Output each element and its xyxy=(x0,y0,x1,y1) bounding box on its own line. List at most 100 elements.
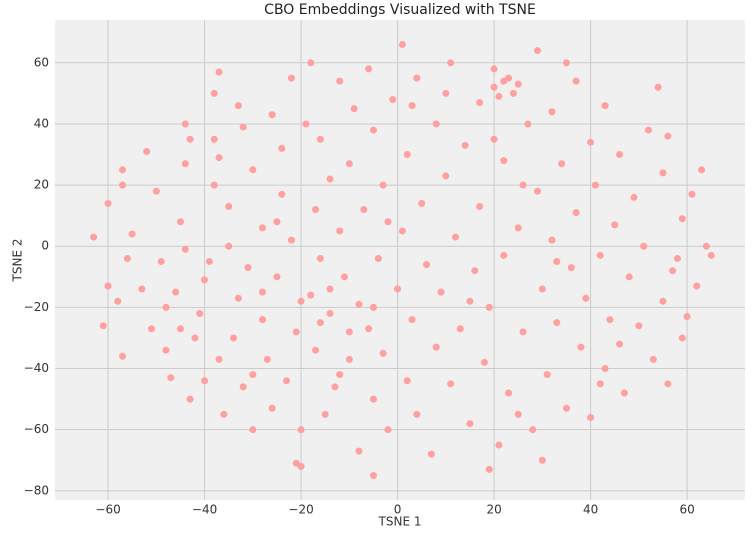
point xyxy=(707,251,715,259)
x-tick-label: 60 xyxy=(679,503,694,517)
point xyxy=(601,102,609,110)
point xyxy=(341,273,349,281)
point xyxy=(234,294,242,302)
point xyxy=(365,325,373,333)
point xyxy=(263,355,271,363)
point xyxy=(408,102,416,110)
y-tick-label: −80 xyxy=(24,483,49,497)
point xyxy=(143,147,151,155)
point xyxy=(673,254,681,262)
point xyxy=(572,77,580,85)
point xyxy=(287,236,295,244)
point xyxy=(312,346,320,354)
point xyxy=(514,410,522,418)
point xyxy=(239,383,247,391)
point xyxy=(471,267,479,275)
point xyxy=(167,374,175,382)
point xyxy=(162,346,170,354)
point xyxy=(389,95,397,103)
point xyxy=(379,349,387,357)
y-axis-label: TSNE 2 xyxy=(11,239,25,283)
point xyxy=(268,404,276,412)
point xyxy=(302,120,310,128)
point xyxy=(548,108,556,116)
point xyxy=(490,135,498,143)
point xyxy=(355,300,363,308)
point xyxy=(678,215,686,223)
point xyxy=(273,218,281,226)
point xyxy=(423,261,431,269)
point xyxy=(278,190,286,198)
point xyxy=(418,199,426,207)
point xyxy=(316,254,324,262)
point xyxy=(210,181,218,189)
point xyxy=(326,285,334,293)
point xyxy=(562,404,570,412)
y-tick-label: −20 xyxy=(24,300,49,314)
point xyxy=(620,389,628,397)
point xyxy=(587,138,595,146)
point xyxy=(558,160,566,168)
point xyxy=(635,322,643,330)
point xyxy=(297,297,305,305)
point xyxy=(500,251,508,259)
point xyxy=(384,218,392,226)
point xyxy=(114,297,122,305)
y-tick-label: 0 xyxy=(41,239,49,253)
point xyxy=(336,227,344,235)
point xyxy=(514,224,522,232)
point xyxy=(336,371,344,379)
point xyxy=(345,355,353,363)
point xyxy=(485,303,493,311)
point xyxy=(128,230,136,238)
point xyxy=(181,245,189,253)
point xyxy=(456,325,464,333)
point xyxy=(230,334,238,342)
point xyxy=(225,202,233,210)
point xyxy=(442,172,450,180)
point xyxy=(490,65,498,73)
point xyxy=(138,285,146,293)
point xyxy=(278,144,286,152)
point xyxy=(461,141,469,149)
point xyxy=(374,254,382,262)
point xyxy=(427,450,435,458)
point xyxy=(307,291,315,299)
point xyxy=(157,258,165,266)
point xyxy=(220,410,228,418)
point xyxy=(90,233,98,241)
point xyxy=(567,264,575,272)
point xyxy=(553,258,561,266)
point xyxy=(369,395,377,403)
point xyxy=(577,343,585,351)
point xyxy=(181,120,189,128)
point xyxy=(403,377,411,385)
point xyxy=(625,273,633,281)
point xyxy=(316,135,324,143)
point xyxy=(316,319,324,327)
point xyxy=(297,462,305,470)
point xyxy=(543,371,551,379)
point xyxy=(490,83,498,91)
point xyxy=(519,328,527,336)
point xyxy=(413,74,421,82)
point xyxy=(485,465,493,473)
point xyxy=(505,389,513,397)
x-tick-label: 0 xyxy=(394,503,402,517)
point xyxy=(591,181,599,189)
point xyxy=(437,288,445,296)
point xyxy=(582,294,590,302)
point xyxy=(640,242,648,250)
point xyxy=(292,328,300,336)
point xyxy=(225,242,233,250)
point xyxy=(201,276,209,284)
point xyxy=(562,59,570,67)
point xyxy=(210,135,218,143)
point xyxy=(683,313,691,321)
point xyxy=(394,285,402,293)
y-tick-label: 60 xyxy=(34,55,49,69)
point xyxy=(297,426,305,434)
x-tick-label: −60 xyxy=(95,503,120,517)
point xyxy=(654,83,662,91)
point xyxy=(345,160,353,168)
